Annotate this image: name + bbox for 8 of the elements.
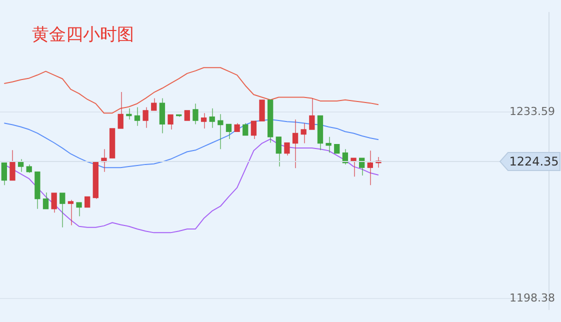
candlestick	[184, 110, 190, 121]
y-tick-label: 1198.38	[510, 291, 555, 304]
text: 黄金四小时图	[32, 24, 134, 46]
candlestick	[84, 196, 90, 208]
ref-line-label: 1224.35	[509, 154, 559, 169]
candlestick	[242, 122, 248, 136]
y-tick-label: 1233.59	[510, 104, 555, 118]
candlestick	[259, 99, 265, 122]
